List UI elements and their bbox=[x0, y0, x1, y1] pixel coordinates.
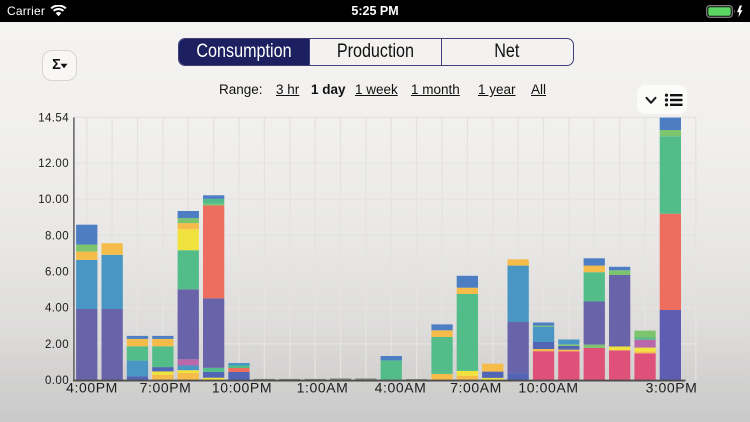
svg-text:7:00PM: 7:00PM bbox=[140, 380, 192, 396]
svg-text:4.00: 4.00 bbox=[45, 303, 69, 315]
svg-text:8.00: 8.00 bbox=[45, 230, 69, 242]
svg-text:7:00AM: 7:00AM bbox=[450, 380, 502, 396]
svg-text:2.00: 2.00 bbox=[45, 339, 69, 351]
svg-text:4:00AM: 4:00AM bbox=[375, 380, 427, 396]
svg-text:10:00AM: 10:00AM bbox=[518, 380, 578, 396]
svg-text:3:00PM: 3:00PM bbox=[646, 380, 698, 396]
svg-text:6.00: 6.00 bbox=[45, 267, 69, 279]
svg-text:14.54: 14.54 bbox=[38, 112, 69, 124]
svg-text:10.00: 10.00 bbox=[38, 194, 69, 206]
svg-text:1:00AM: 1:00AM bbox=[297, 380, 349, 396]
svg-text:4:00PM: 4:00PM bbox=[66, 380, 118, 396]
svg-text:12.00: 12.00 bbox=[38, 158, 69, 170]
svg-text:10:00PM: 10:00PM bbox=[212, 380, 272, 396]
svg-text:0.00: 0.00 bbox=[45, 375, 69, 387]
